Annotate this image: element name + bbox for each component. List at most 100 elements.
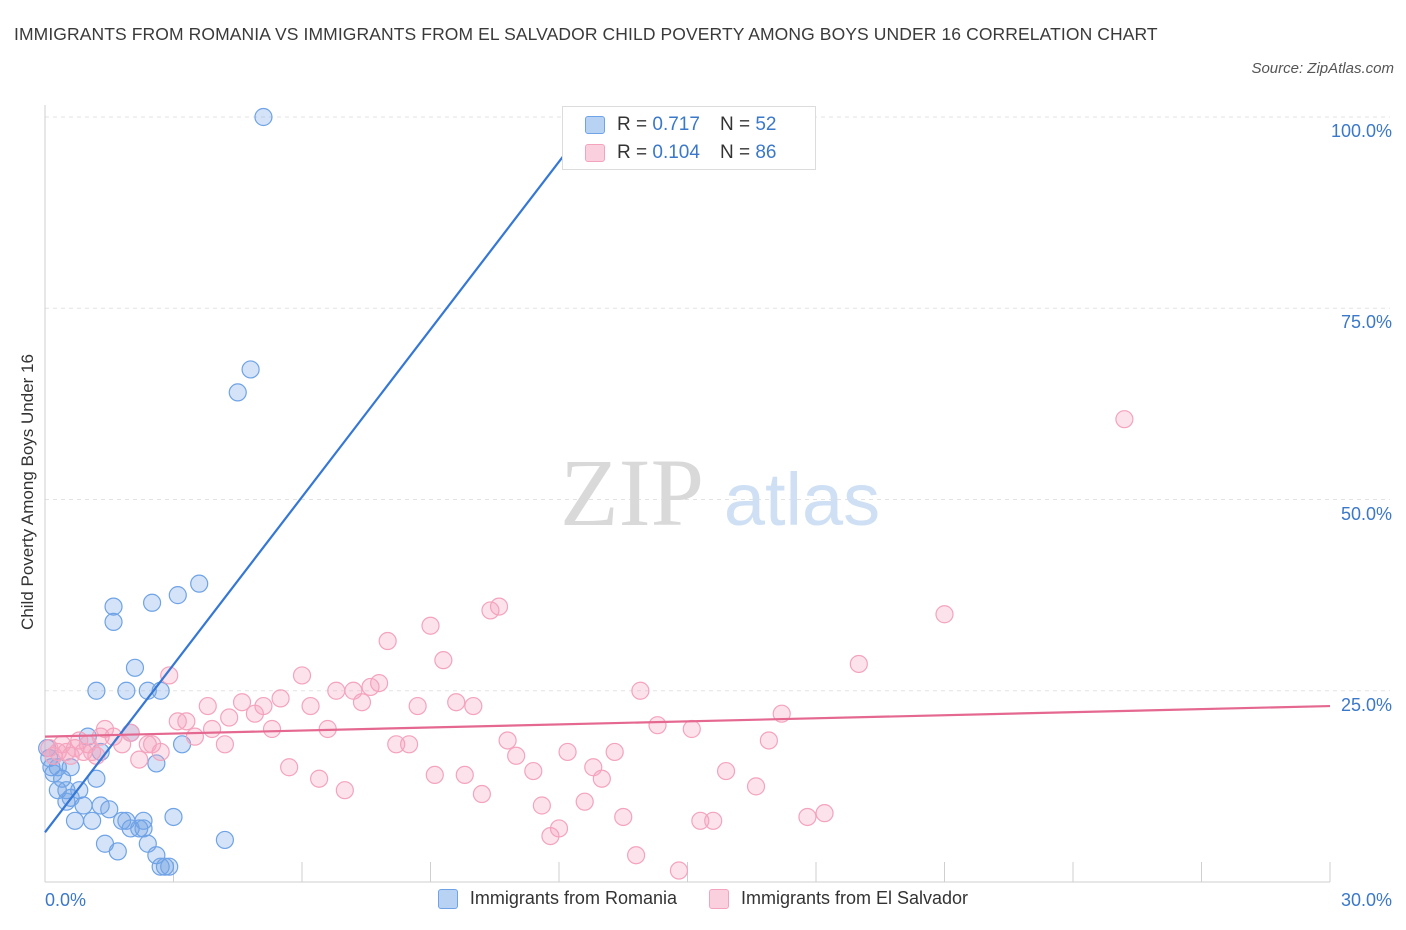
el-salvador-point xyxy=(292,666,312,685)
y-tick-label: 75.0% xyxy=(1340,312,1392,333)
el-salvador-point xyxy=(425,765,444,785)
n-value: 86 xyxy=(755,142,777,163)
stats-row-el-salvador: R = 0.104 N = 86 xyxy=(585,141,776,165)
el-salvador-point xyxy=(335,781,354,800)
el-salvador-point xyxy=(408,696,427,716)
el-salvador-point xyxy=(160,666,179,685)
romania-point xyxy=(83,811,102,830)
romania-point xyxy=(87,681,106,700)
points-el-salvador xyxy=(40,410,1134,880)
romania-swatch xyxy=(585,116,605,134)
axes xyxy=(44,105,1331,883)
el-salvador-point xyxy=(198,696,217,716)
romania-point xyxy=(168,586,187,605)
el-salvador-point xyxy=(151,742,170,762)
el-salvador-point xyxy=(489,597,509,616)
el-salvador-point xyxy=(370,673,389,693)
chart-title: IMMIGRANTS FROM ROMANIA VS IMMIGRANTS FR… xyxy=(14,24,1158,44)
el-salvador-point xyxy=(704,811,723,830)
romania-point xyxy=(147,754,166,773)
romania-point xyxy=(87,769,106,788)
el-salvador-point xyxy=(798,807,817,827)
el-salvador-point xyxy=(815,804,834,823)
el-salvador-point xyxy=(352,693,372,712)
r-label: R = xyxy=(617,114,648,135)
el-salvador-point xyxy=(575,792,594,811)
el-salvador-point xyxy=(271,689,290,708)
el-salvador-point xyxy=(716,761,736,781)
x-tick-max: 30.0% xyxy=(1340,890,1392,910)
el-salvador-legend-swatch xyxy=(708,888,729,909)
n-label: N = xyxy=(719,114,751,135)
romania-point xyxy=(65,811,85,830)
n-label: N = xyxy=(719,142,751,163)
el-salvador-point xyxy=(387,735,406,754)
el-salvador-point xyxy=(682,719,701,739)
romania-point xyxy=(215,830,234,850)
watermark: ZIP atlas xyxy=(560,439,880,546)
x-tick-min: 0.0% xyxy=(45,890,87,910)
el-salvador-point xyxy=(669,861,689,880)
stats-legend: R = 0.717 N = 52 R = 0.104 N = 86 xyxy=(562,106,816,170)
el-salvador-point xyxy=(507,746,526,765)
romania-point xyxy=(254,107,273,127)
el-salvador-point xyxy=(301,696,320,716)
romania-point xyxy=(108,842,127,861)
trend-line-romania xyxy=(44,116,595,833)
el-salvador-point xyxy=(549,819,569,838)
trend-lines xyxy=(44,116,1331,833)
y-axis-label: Child Poverty Among Boys Under 16 xyxy=(18,354,37,630)
el-salvador-point xyxy=(1115,410,1134,429)
romania-point xyxy=(100,800,119,819)
legend-item-romania[interactable]: Immigrants from Romania xyxy=(437,888,677,909)
el-salvador-point xyxy=(215,735,234,754)
series-legend: Immigrants from Romania Immigrants from … xyxy=(0,888,1406,909)
el-salvador-point xyxy=(202,719,222,739)
romania-point xyxy=(91,796,110,815)
romania-point xyxy=(241,360,260,379)
romania-point xyxy=(228,383,247,402)
source-label: Source: ZipAtlas.com xyxy=(1251,60,1394,77)
el-salvador-point xyxy=(691,811,710,830)
romania-point xyxy=(190,574,209,593)
watermark-zip: ZIP xyxy=(560,439,704,546)
y-tick-label: 25.0% xyxy=(1340,694,1392,715)
el-salvador-point xyxy=(455,765,474,785)
el-salvador-point xyxy=(220,708,239,727)
el-salvador-point xyxy=(626,846,646,865)
el-salvador-point xyxy=(532,796,551,815)
el-salvador-point xyxy=(498,731,517,750)
stats-row-romania: R = 0.717 N = 52 xyxy=(585,113,776,137)
watermark-atlas: atlas xyxy=(724,458,880,541)
romania-legend-swatch xyxy=(437,888,458,909)
romania-point xyxy=(155,857,175,876)
el-salvador-point xyxy=(447,693,466,712)
el-salvador-point xyxy=(262,719,282,739)
el-salvador-point xyxy=(177,712,196,731)
el-salvador-point xyxy=(558,742,577,762)
romania-point xyxy=(117,681,136,700)
r-label: R = xyxy=(617,142,648,163)
romania-point xyxy=(160,857,179,876)
el-salvador-point xyxy=(746,777,766,796)
y-tick-label: 100.0% xyxy=(1330,121,1392,141)
romania-point xyxy=(48,758,67,777)
trend-line-el-salvador xyxy=(44,704,1331,738)
el-salvador-point xyxy=(472,784,491,804)
el-salvador-point xyxy=(232,693,252,712)
n-value: 52 xyxy=(755,114,777,135)
el-salvador-point xyxy=(280,758,299,777)
romania-point xyxy=(164,807,183,827)
r-value: 0.717 xyxy=(652,114,700,135)
el-salvador-point xyxy=(605,742,624,762)
el-salvador-point xyxy=(421,616,440,635)
r-value: 0.104 xyxy=(652,142,700,163)
legend-label-el-salvador: Immigrants from El Salvador xyxy=(740,888,969,908)
el-salvador-swatch xyxy=(585,144,605,162)
el-salvador-point xyxy=(327,681,346,700)
romania-point xyxy=(134,819,153,838)
el-salvador-point xyxy=(130,750,149,769)
legend-item-el-salvador[interactable]: Immigrants from El Salvador xyxy=(708,888,969,909)
el-salvador-point xyxy=(399,735,419,754)
el-salvador-point xyxy=(464,696,483,716)
